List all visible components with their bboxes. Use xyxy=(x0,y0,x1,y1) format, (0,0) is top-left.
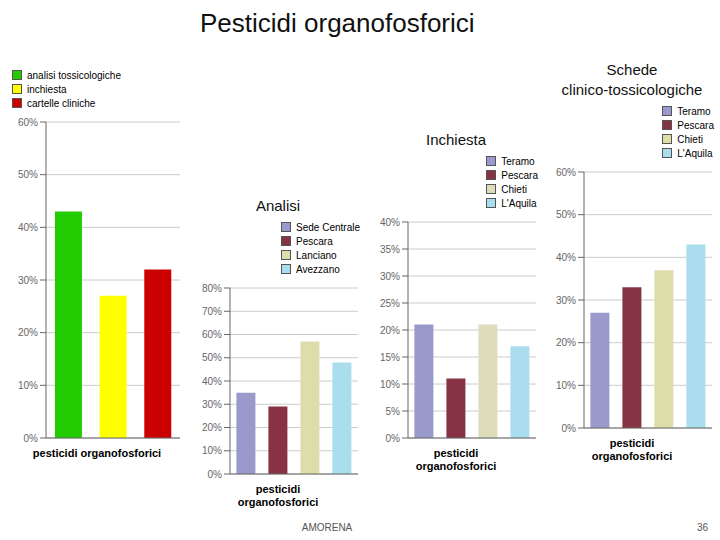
svg-text:70%: 70% xyxy=(202,306,222,317)
svg-text:80%: 80% xyxy=(202,283,222,294)
html-text:Analisi: Analisi xyxy=(255,197,301,214)
html-text:pesticidi: pesticidi xyxy=(609,437,655,449)
html-text:Schede: Schede xyxy=(606,61,658,78)
svg-text:5%: 5% xyxy=(386,406,401,417)
html-text:Sede Centrale: Sede Centrale xyxy=(296,221,360,233)
svg-text:20%: 20% xyxy=(556,337,576,348)
svg-text:30%: 30% xyxy=(202,399,222,410)
svg-text:10%: 10% xyxy=(380,379,400,390)
html-text:Pescara: Pescara xyxy=(296,235,333,247)
svg-text:15%: 15% xyxy=(380,352,400,363)
svg-text:60%: 60% xyxy=(202,329,222,340)
svg-text:50%: 50% xyxy=(18,169,38,180)
html-text:Avezzano: Avezzano xyxy=(296,263,340,275)
svg-text:30%: 30% xyxy=(18,275,38,286)
svg-text:0%: 0% xyxy=(386,433,401,444)
html-text:Teramo: Teramo xyxy=(501,155,535,167)
html-text:36: 36 xyxy=(696,522,708,533)
html-text:L'Aquila: L'Aquila xyxy=(677,147,713,159)
svg-text:10%: 10% xyxy=(556,380,576,391)
html-text:Pescara: Pescara xyxy=(677,119,714,131)
html-text:clinico-tossicologiche: clinico-tossicologiche xyxy=(561,81,703,98)
html-text:Lanciano: Lanciano xyxy=(296,249,337,261)
svg-text:20%: 20% xyxy=(18,327,38,338)
html-text:pesticidi: pesticidi xyxy=(255,483,301,495)
svg-text:10%: 10% xyxy=(202,445,222,456)
svg-text:40%: 40% xyxy=(556,252,576,263)
svg-text:20%: 20% xyxy=(202,422,222,433)
html-text:analisi tossicologiche: analisi tossicologiche xyxy=(27,69,121,81)
html-text:cartelle cliniche: cartelle cliniche xyxy=(27,97,96,109)
html-text:pesticidi: pesticidi xyxy=(433,447,479,459)
html-text:Pescara: Pescara xyxy=(501,169,538,181)
html-text:Chieti: Chieti xyxy=(501,183,527,195)
svg-text:40%: 40% xyxy=(18,222,38,233)
html-text:Teramo: Teramo xyxy=(677,105,711,117)
svg-text:0%: 0% xyxy=(562,423,577,434)
svg-text:60%: 60% xyxy=(556,167,576,178)
html-text:Pesticidi organofosforici: Pesticidi organofosforici xyxy=(200,8,475,38)
svg-text:0%: 0% xyxy=(24,433,39,444)
html-text:organofosforici: organofosforici xyxy=(237,496,319,508)
svg-text:35%: 35% xyxy=(380,244,400,255)
svg-text:0%: 0% xyxy=(208,469,223,480)
html-text:organofosforici: organofosforici xyxy=(591,450,673,462)
svg-text:25%: 25% xyxy=(380,298,400,309)
svg-text:50%: 50% xyxy=(556,209,576,220)
html-text:Inchiesta: Inchiesta xyxy=(426,131,486,148)
html-text:L'Aquila: L'Aquila xyxy=(501,197,537,209)
svg-text:30%: 30% xyxy=(380,271,400,282)
html-text:organofosforici: organofosforici xyxy=(415,460,497,472)
svg-text:10%: 10% xyxy=(18,380,38,391)
svg-text:20%: 20% xyxy=(380,325,400,336)
svg-text:30%: 30% xyxy=(556,295,576,306)
svg-text:50%: 50% xyxy=(202,352,222,363)
svg-text:40%: 40% xyxy=(380,217,400,228)
html-text:AMORENA: AMORENA xyxy=(301,522,353,533)
svg-text:60%: 60% xyxy=(18,117,38,128)
html-text:inchiesta: inchiesta xyxy=(27,83,67,95)
html-text:Chieti: Chieti xyxy=(677,133,703,145)
svg-text:40%: 40% xyxy=(202,376,222,387)
html-text:pesticidi organofosforici: pesticidi organofosforici xyxy=(32,447,162,459)
